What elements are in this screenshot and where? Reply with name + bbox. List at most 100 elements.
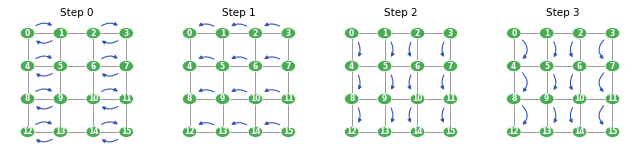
Ellipse shape xyxy=(20,28,35,39)
Text: 4: 4 xyxy=(511,62,516,71)
Ellipse shape xyxy=(572,126,587,137)
Text: 9: 9 xyxy=(220,94,225,103)
Text: 0: 0 xyxy=(349,29,355,38)
Ellipse shape xyxy=(410,126,425,137)
Title: Step 2: Step 2 xyxy=(384,8,418,18)
Text: 15: 15 xyxy=(283,127,294,136)
Ellipse shape xyxy=(443,126,458,137)
Ellipse shape xyxy=(506,126,521,137)
Ellipse shape xyxy=(572,60,587,72)
Ellipse shape xyxy=(182,60,197,72)
Ellipse shape xyxy=(53,126,68,137)
Ellipse shape xyxy=(119,28,134,39)
Ellipse shape xyxy=(215,93,230,104)
Text: 9: 9 xyxy=(544,94,549,103)
Text: 4: 4 xyxy=(187,62,192,71)
Text: 8: 8 xyxy=(511,94,516,103)
Text: 1: 1 xyxy=(220,29,225,38)
Ellipse shape xyxy=(248,60,262,72)
Ellipse shape xyxy=(182,126,197,137)
Text: 10: 10 xyxy=(88,94,99,103)
Ellipse shape xyxy=(20,126,35,137)
Ellipse shape xyxy=(540,60,554,72)
Ellipse shape xyxy=(506,60,521,72)
Ellipse shape xyxy=(53,93,68,104)
Text: 12: 12 xyxy=(184,127,195,136)
Text: 0: 0 xyxy=(25,29,30,38)
Text: 13: 13 xyxy=(55,127,66,136)
Ellipse shape xyxy=(344,60,359,72)
Text: 10: 10 xyxy=(574,94,585,103)
Text: 10: 10 xyxy=(250,94,260,103)
Text: 5: 5 xyxy=(544,62,549,71)
Text: 1: 1 xyxy=(382,29,387,38)
Ellipse shape xyxy=(410,28,425,39)
Ellipse shape xyxy=(119,60,134,72)
Ellipse shape xyxy=(506,93,521,104)
Text: 4: 4 xyxy=(349,62,355,71)
Ellipse shape xyxy=(605,126,620,137)
Ellipse shape xyxy=(572,28,587,39)
Ellipse shape xyxy=(344,126,359,137)
Text: 14: 14 xyxy=(412,127,423,136)
Text: 8: 8 xyxy=(25,94,30,103)
Text: 0: 0 xyxy=(187,29,192,38)
Text: 7: 7 xyxy=(285,62,291,71)
Ellipse shape xyxy=(378,28,392,39)
Ellipse shape xyxy=(119,93,134,104)
Text: 13: 13 xyxy=(217,127,228,136)
Ellipse shape xyxy=(443,60,458,72)
Text: 7: 7 xyxy=(610,62,615,71)
Text: 15: 15 xyxy=(607,127,618,136)
Ellipse shape xyxy=(605,60,620,72)
Text: 2: 2 xyxy=(91,29,96,38)
Text: 2: 2 xyxy=(253,29,258,38)
Text: 2: 2 xyxy=(577,29,582,38)
Text: 3: 3 xyxy=(124,29,129,38)
Text: 12: 12 xyxy=(346,127,357,136)
Ellipse shape xyxy=(344,28,359,39)
Ellipse shape xyxy=(540,28,554,39)
Text: 15: 15 xyxy=(445,127,456,136)
Text: 12: 12 xyxy=(22,127,33,136)
Text: 6: 6 xyxy=(415,62,420,71)
Text: 8: 8 xyxy=(349,94,355,103)
Ellipse shape xyxy=(86,93,100,104)
Ellipse shape xyxy=(248,93,262,104)
Text: 1: 1 xyxy=(58,29,63,38)
Text: 5: 5 xyxy=(382,62,387,71)
Text: 14: 14 xyxy=(250,127,260,136)
Text: 9: 9 xyxy=(58,94,63,103)
Ellipse shape xyxy=(572,93,587,104)
Title: Step 1: Step 1 xyxy=(222,8,256,18)
Ellipse shape xyxy=(215,126,230,137)
Text: 7: 7 xyxy=(124,62,129,71)
Text: 8: 8 xyxy=(187,94,192,103)
Text: 13: 13 xyxy=(380,127,390,136)
Ellipse shape xyxy=(378,60,392,72)
Text: 11: 11 xyxy=(283,94,294,103)
Text: 12: 12 xyxy=(509,127,519,136)
Text: 3: 3 xyxy=(610,29,615,38)
Text: 3: 3 xyxy=(285,29,291,38)
Title: Step 3: Step 3 xyxy=(547,8,580,18)
Ellipse shape xyxy=(281,126,296,137)
Text: 6: 6 xyxy=(577,62,582,71)
Ellipse shape xyxy=(410,60,425,72)
Ellipse shape xyxy=(540,93,554,104)
Text: 1: 1 xyxy=(544,29,549,38)
Ellipse shape xyxy=(86,60,100,72)
Ellipse shape xyxy=(410,93,425,104)
Ellipse shape xyxy=(86,28,100,39)
Text: 6: 6 xyxy=(91,62,96,71)
Text: 14: 14 xyxy=(88,127,99,136)
Ellipse shape xyxy=(248,28,262,39)
Ellipse shape xyxy=(53,60,68,72)
Ellipse shape xyxy=(281,93,296,104)
Ellipse shape xyxy=(281,28,296,39)
Text: 0: 0 xyxy=(511,29,516,38)
Ellipse shape xyxy=(443,28,458,39)
Text: 15: 15 xyxy=(121,127,131,136)
Ellipse shape xyxy=(378,126,392,137)
Text: 9: 9 xyxy=(382,94,387,103)
